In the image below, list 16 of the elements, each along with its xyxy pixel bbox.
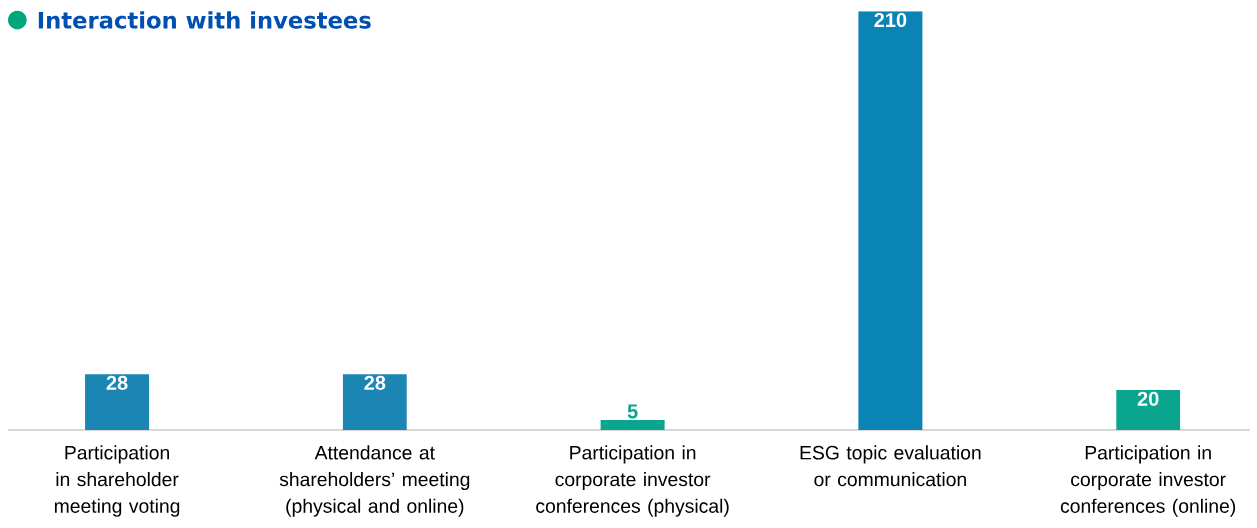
- data-label: 28: [364, 375, 386, 390]
- bar: [858, 11, 923, 430]
- bar: [1116, 390, 1181, 430]
- x-tick-label: Participation in corporate investor conferences (online): [1060, 445, 1236, 517]
- bar: [85, 374, 150, 430]
- bar: [600, 420, 665, 430]
- x-tick-label: ESG topic evaluation or communication: [800, 445, 981, 487]
- data-label: 5: [627, 404, 638, 419]
- bar: [342, 374, 407, 430]
- x-tick-label: Attendance at shareholders’ meeting (physical and online): [279, 445, 470, 517]
- data-label: 20: [1137, 391, 1159, 406]
- data-label: 210: [874, 12, 907, 28]
- data-label: 28: [106, 375, 128, 390]
- x-tick-label: Participation in corporate investor conferences (physical): [536, 445, 729, 517]
- chart-title: Interaction with investees: [38, 11, 371, 29]
- x-tick-label: Participation in shareholder meeting voting: [54, 445, 180, 517]
